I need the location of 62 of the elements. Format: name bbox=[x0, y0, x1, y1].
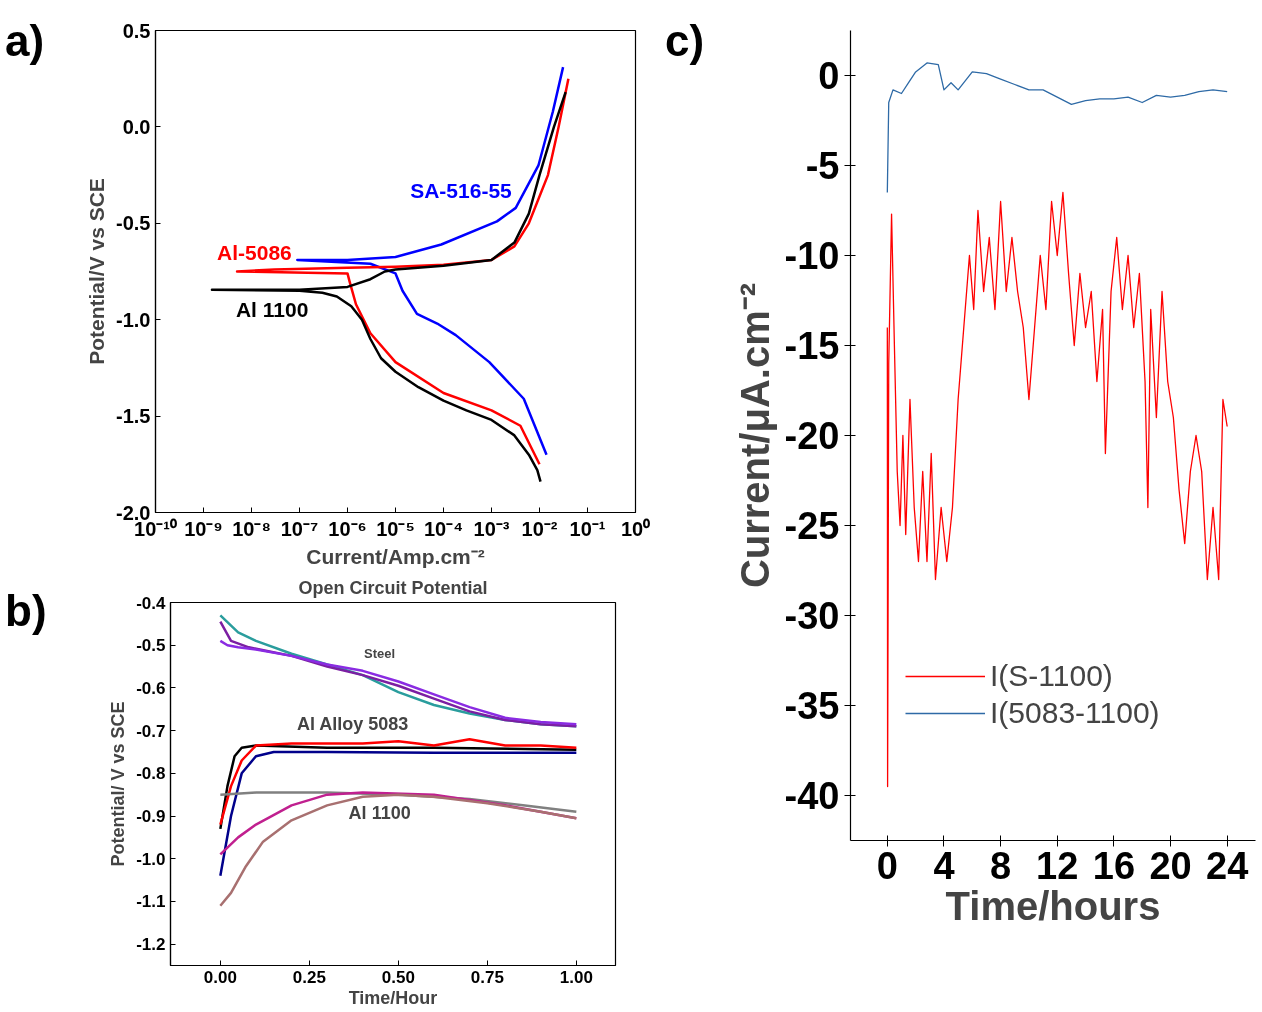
y-tick-label: -35 bbox=[784, 685, 840, 727]
y-tick-label: -0.6 bbox=[136, 678, 166, 698]
y-tick-label: -0.4 bbox=[136, 593, 167, 613]
y-axis-title: Potential/ V vs SCE bbox=[108, 701, 129, 867]
x-tick-label: 0.25 bbox=[292, 967, 326, 987]
y-tick-label: -1.1 bbox=[136, 892, 166, 912]
y-tick-label: -10 bbox=[784, 235, 840, 277]
x-tick-label: 10⁰ bbox=[620, 517, 651, 540]
line-series bbox=[886, 191, 1228, 788]
y-tick-label: -1.0 bbox=[136, 849, 166, 869]
x-tick-label: 10⁻⁷ bbox=[280, 517, 319, 540]
y-tick-label: -25 bbox=[784, 505, 840, 547]
x-tick-label: 0.75 bbox=[470, 967, 504, 987]
y-tick-label: -1.0 bbox=[116, 308, 151, 331]
x-tick-label: 0.00 bbox=[203, 967, 237, 987]
x-tick-label: 10⁻⁸ bbox=[232, 517, 271, 540]
y-tick-label: 0.5 bbox=[122, 19, 151, 42]
y-axis-title: Current/μA.cm⁻² bbox=[732, 282, 777, 589]
y-tick-label: -5 bbox=[805, 145, 840, 187]
x-tick-label: 24 bbox=[1206, 844, 1249, 887]
annotation: Steel bbox=[364, 645, 396, 661]
chart-title: Open Circuit Potential bbox=[298, 577, 488, 598]
text: c) bbox=[665, 15, 705, 67]
y-tick-label: 0.0 bbox=[122, 115, 151, 138]
annotation: Al 1100 bbox=[348, 803, 411, 824]
x-tick-label: 10⁻⁹ bbox=[184, 517, 223, 540]
text: a) bbox=[5, 15, 45, 67]
series-label: Al 1100 bbox=[235, 297, 309, 321]
y-tick-label: -40 bbox=[784, 775, 840, 817]
x-tick-label: 10⁻² bbox=[521, 517, 558, 540]
y-tick-label: -0.7 bbox=[136, 721, 166, 741]
text: b) bbox=[5, 585, 47, 637]
x-tick-label: 10⁻¹⁰ bbox=[134, 517, 177, 540]
y-tick-label: -0.5 bbox=[116, 212, 151, 235]
y-tick-label: -30 bbox=[784, 595, 840, 637]
x-axis-title: Current/Amp.cm⁻² bbox=[306, 544, 485, 568]
annotation: Al Alloy 5083 bbox=[296, 714, 409, 735]
y-tick-label: 0 bbox=[818, 55, 840, 97]
x-tick-label: 10⁻¹ bbox=[569, 517, 606, 540]
y-tick-label: -0.9 bbox=[136, 807, 166, 827]
x-tick-label: 0 bbox=[876, 844, 898, 887]
y-tick-label: -1.5 bbox=[116, 405, 151, 428]
x-tick-label: 10⁻³ bbox=[473, 517, 510, 540]
series-label: SA-516-55 bbox=[410, 178, 513, 202]
legend-label: I(S-1100) bbox=[990, 659, 1113, 693]
line-series bbox=[219, 793, 578, 907]
x-tick-label: 10⁻⁴ bbox=[423, 517, 464, 540]
x-tick-label: 10⁻⁵ bbox=[376, 517, 415, 540]
series-label: Al-5086 bbox=[217, 240, 292, 264]
x-axis-title: Time/Hour bbox=[348, 987, 438, 1008]
y-tick-label: -15 bbox=[784, 325, 840, 367]
y-tick-label: -0.5 bbox=[136, 636, 166, 656]
line-series bbox=[219, 750, 578, 878]
y-axis-title: Potential/V vs SCE bbox=[85, 178, 109, 365]
x-tick-label: 1.00 bbox=[559, 967, 593, 987]
x-tick-label: 10⁻⁶ bbox=[328, 517, 367, 540]
y-tick-label: -0.8 bbox=[136, 764, 166, 784]
y-tick-label: -20 bbox=[784, 415, 840, 457]
y-tick-label: -1.2 bbox=[136, 935, 166, 955]
x-tick-label: 0.50 bbox=[381, 967, 415, 987]
legend-label: I(5083-1100) bbox=[990, 696, 1160, 730]
line-series bbox=[886, 62, 1228, 194]
